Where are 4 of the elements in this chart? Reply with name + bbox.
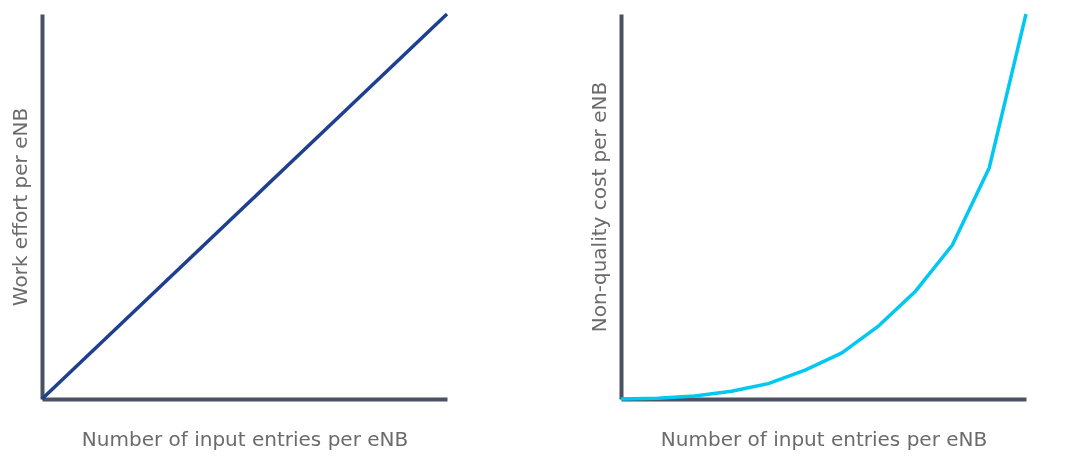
- x-axis-title: Number of input entries per eNB: [660, 426, 988, 451]
- y-axis-title: Non-quality cost per eNB: [586, 81, 611, 333]
- y-axis-title: Work effort per eNB: [7, 107, 32, 307]
- x-axis-title: Number of input entries per eNB: [81, 426, 409, 451]
